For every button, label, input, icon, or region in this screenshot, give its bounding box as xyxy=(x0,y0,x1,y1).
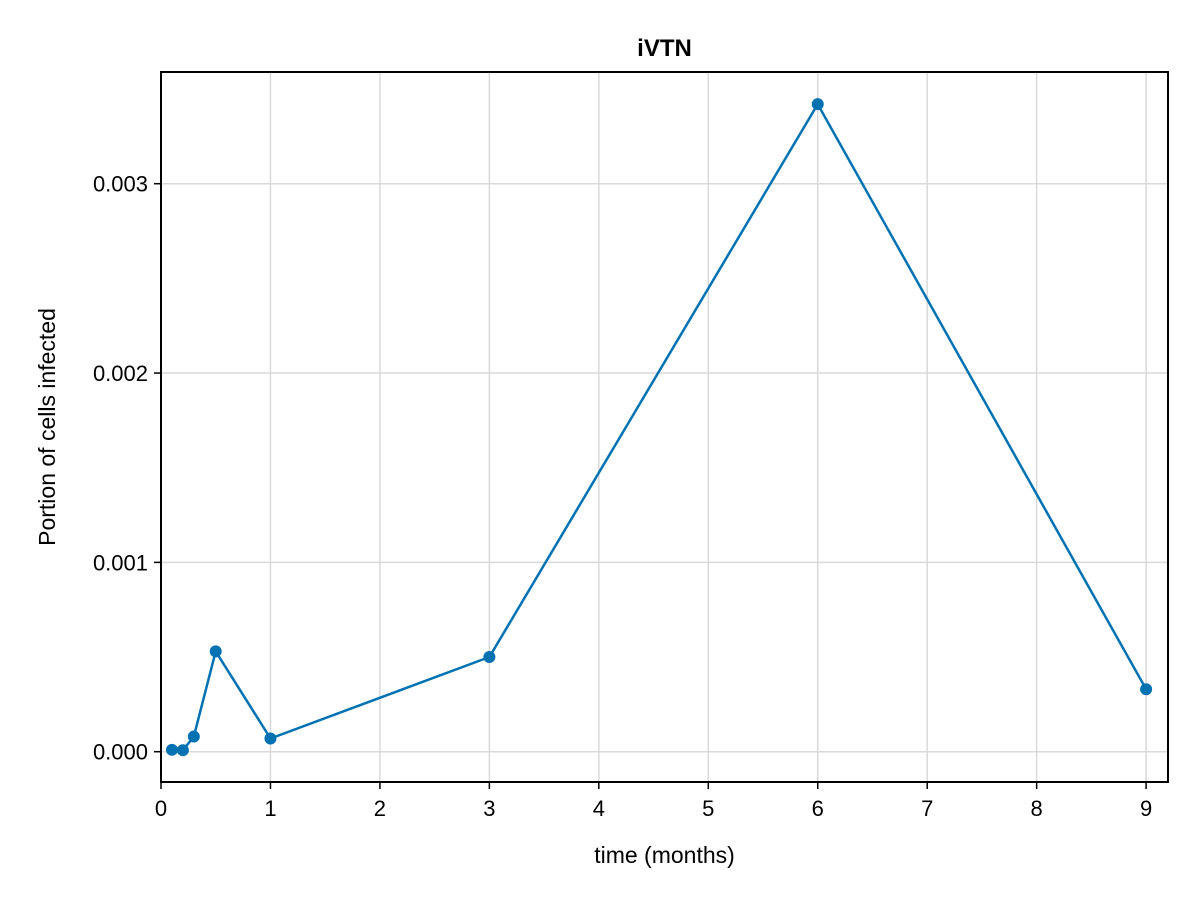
data-point xyxy=(264,732,277,745)
y-axis-ticks: 0.000 0.001 0.002 0.003 xyxy=(93,172,161,765)
x-axis-ticks: 0 1 2 3 4 5 6 7 8 9 xyxy=(155,782,1152,821)
x-tick-label: 3 xyxy=(483,796,495,821)
x-tick-label: 1 xyxy=(264,796,276,821)
chart-title: iVTN xyxy=(637,35,692,62)
data-point xyxy=(209,645,222,658)
data-point xyxy=(483,651,496,664)
grid-lines xyxy=(160,72,1168,782)
x-tick-label: 0 xyxy=(155,796,167,821)
data-point xyxy=(1140,683,1153,696)
x-axis-label: time (months) xyxy=(594,842,735,868)
x-tick-label: 7 xyxy=(921,796,933,821)
x-tick-label: 2 xyxy=(374,796,386,821)
x-tick-label: 4 xyxy=(593,796,605,821)
x-tick-label: 5 xyxy=(702,796,714,821)
y-tick-label: 0.001 xyxy=(93,550,148,575)
y-tick-label: 0.000 xyxy=(93,740,148,765)
series-layer xyxy=(165,98,1153,757)
y-axis-label: Portion of cells infected xyxy=(34,308,60,546)
x-tick-label: 9 xyxy=(1140,796,1152,821)
data-point xyxy=(165,743,178,756)
data-point xyxy=(187,730,200,743)
data-point xyxy=(811,98,824,111)
y-tick-label: 0.003 xyxy=(93,172,148,197)
x-tick-label: 6 xyxy=(812,796,824,821)
series-line xyxy=(171,102,1148,752)
plot-frame xyxy=(160,71,1169,783)
y-tick-label: 0.002 xyxy=(93,361,148,386)
x-tick-label: 8 xyxy=(1031,796,1043,821)
data-point xyxy=(176,744,189,757)
